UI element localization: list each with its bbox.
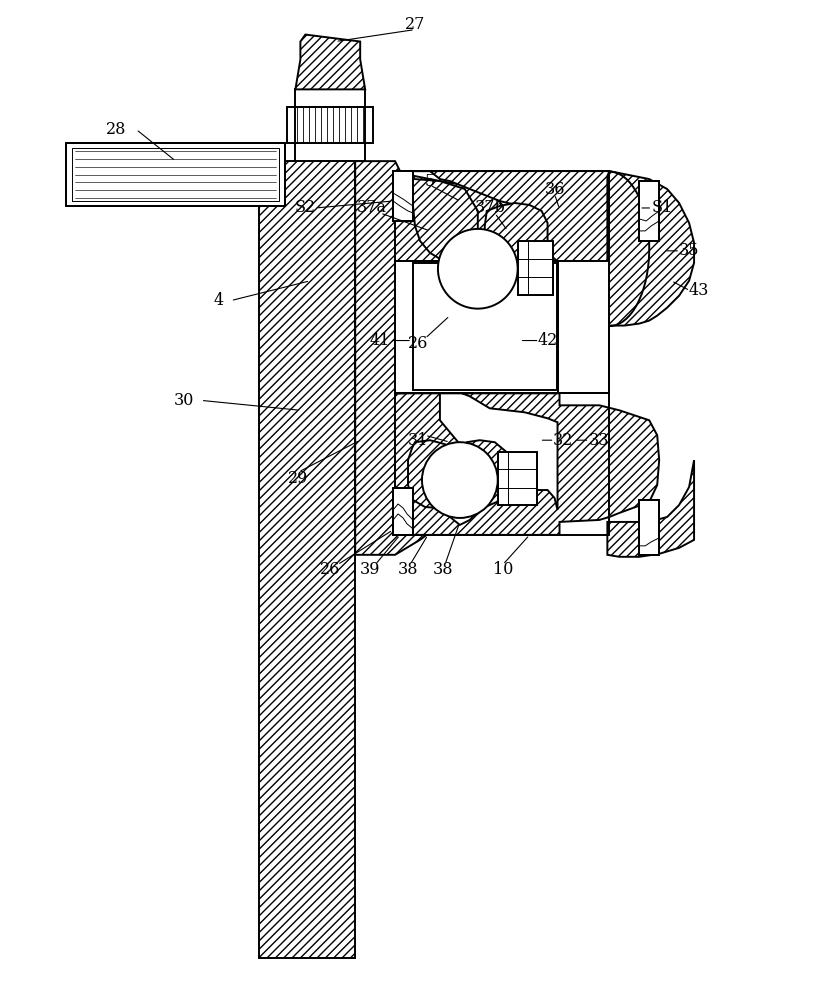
- Polygon shape: [296, 35, 365, 89]
- Circle shape: [438, 229, 517, 309]
- Polygon shape: [395, 392, 659, 535]
- Text: S1: S1: [651, 199, 673, 216]
- Polygon shape: [66, 143, 286, 206]
- Text: 32: 32: [552, 432, 573, 449]
- Polygon shape: [639, 500, 659, 555]
- Text: 38: 38: [432, 561, 453, 578]
- Polygon shape: [557, 261, 610, 393]
- Text: 30: 30: [173, 392, 194, 409]
- Text: S2: S2: [295, 199, 316, 216]
- Text: 43: 43: [689, 282, 709, 299]
- Text: 42: 42: [537, 332, 557, 349]
- Text: 5: 5: [425, 173, 435, 190]
- Polygon shape: [607, 460, 694, 557]
- Polygon shape: [639, 181, 659, 241]
- Text: 41: 41: [370, 332, 391, 349]
- Polygon shape: [607, 171, 694, 326]
- Polygon shape: [413, 179, 478, 259]
- Polygon shape: [355, 161, 507, 555]
- Polygon shape: [296, 107, 365, 143]
- Polygon shape: [498, 452, 536, 505]
- Polygon shape: [393, 171, 413, 221]
- Text: 37b: 37b: [474, 199, 505, 216]
- Text: 33: 33: [589, 432, 610, 449]
- Text: 28: 28: [106, 121, 126, 138]
- Polygon shape: [258, 161, 355, 958]
- Text: 4: 4: [213, 292, 224, 309]
- Polygon shape: [393, 488, 413, 535]
- Text: 26: 26: [320, 561, 341, 578]
- Polygon shape: [395, 171, 657, 263]
- Text: 37a: 37a: [357, 199, 387, 216]
- Polygon shape: [408, 440, 465, 508]
- Text: 29: 29: [288, 470, 308, 487]
- Text: 35: 35: [679, 242, 700, 259]
- Text: 10: 10: [492, 561, 513, 578]
- Text: 31: 31: [407, 432, 428, 449]
- Polygon shape: [517, 241, 552, 295]
- Text: 36: 36: [544, 181, 565, 198]
- Polygon shape: [413, 263, 556, 390]
- Polygon shape: [461, 440, 511, 508]
- Circle shape: [422, 442, 498, 518]
- Text: 27: 27: [405, 16, 425, 33]
- Polygon shape: [485, 203, 547, 271]
- Polygon shape: [395, 261, 557, 393]
- Text: 39: 39: [360, 561, 381, 578]
- Text: 38: 38: [398, 561, 418, 578]
- Text: 26: 26: [408, 335, 428, 352]
- Polygon shape: [287, 89, 373, 161]
